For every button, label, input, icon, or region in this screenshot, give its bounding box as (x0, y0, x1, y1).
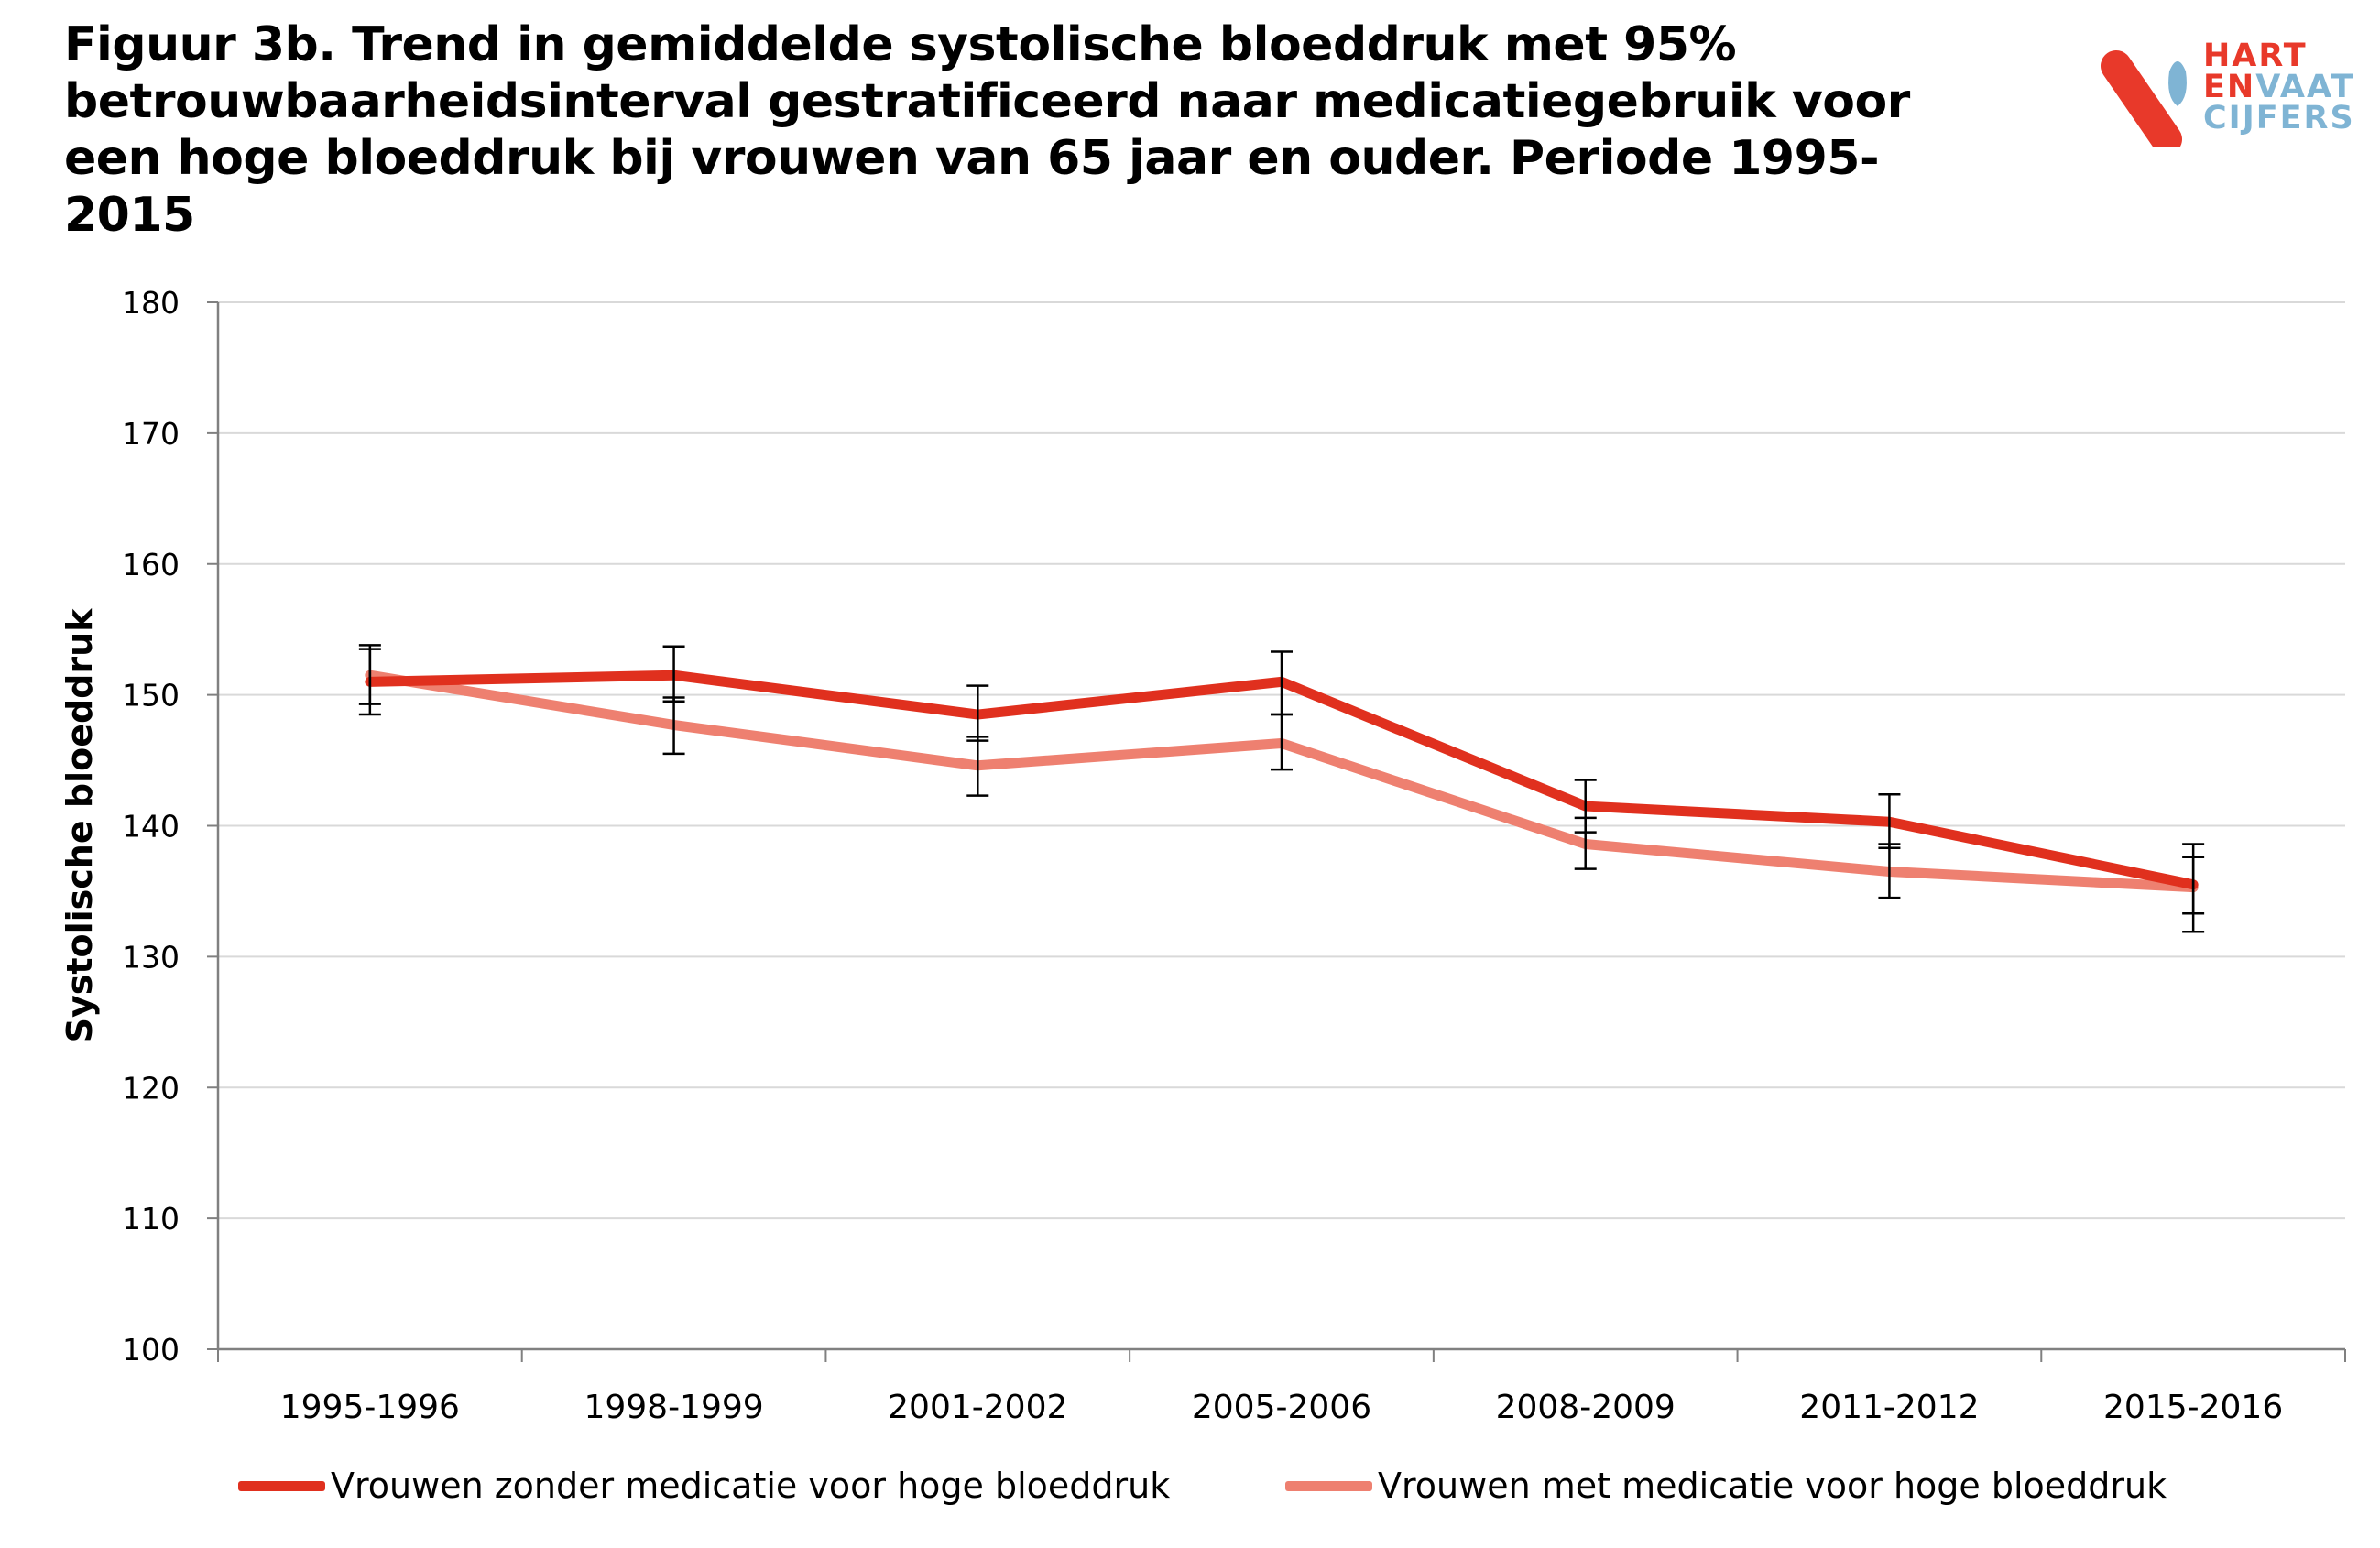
y-tick-label-180: 180 (122, 285, 180, 321)
logo-line-cijfers: CIJFERS (2203, 100, 2355, 136)
y-tick-label-140: 140 (122, 809, 180, 845)
data-point-s1-0 (368, 673, 372, 677)
data-point-s1-6 (2191, 886, 2195, 889)
x-tick-label-2001-2002: 2001-2002 (888, 1389, 1067, 1426)
x-tick-label-1995-1996: 1995-1996 (280, 1389, 460, 1426)
y-tick-label-150: 150 (122, 678, 180, 714)
legend-label-met-medicatie: Vrouwen met medicatie voor hoge bloeddru… (1378, 1466, 2167, 1506)
data-point-s0-3 (1280, 680, 1283, 683)
line-chart: 100 110 120 130 140 150 160 170 180 1995-1996 1998… (60, 285, 2346, 1426)
logo-line-envaat: ENVAAT (2203, 69, 2355, 105)
y-tick-label-120: 120 (122, 1070, 180, 1106)
logo-text: HART ENVAAT CIJFERS (2203, 38, 2355, 136)
data-point-s1-5 (1887, 870, 1891, 874)
legend-item-zonder-medicatie: Vrouwen zonder medicatie voor hoge bloed… (238, 1466, 1170, 1506)
legend-swatch-met-medicatie (1285, 1480, 1372, 1491)
x-tick-label-2011-2012: 2011-2012 (1799, 1389, 1979, 1426)
data-point-s1-1 (672, 723, 676, 726)
data-point-s1-2 (976, 764, 979, 768)
data-point-s1-3 (1280, 741, 1283, 745)
data-point-s0-1 (672, 673, 676, 677)
x-tick-label-2005-2006: 2005-2006 (1192, 1389, 1371, 1426)
y-tick-label-130: 130 (122, 939, 180, 975)
x-tick-label-2008-2009: 2008-2009 (1496, 1389, 1676, 1426)
data-point-s0-0 (368, 680, 372, 683)
legend-swatch-zonder-medicatie (238, 1480, 325, 1491)
legend: Vrouwen zonder medicatie voor hoge bloed… (0, 1466, 2380, 1521)
y-tick-label-110: 110 (122, 1201, 180, 1237)
data-point-s1-4 (1584, 843, 1588, 846)
chart-title: Figuur 3b. Trend in gemiddelde systolisc… (64, 17, 1910, 243)
y-tick-label-170: 170 (122, 416, 180, 452)
legend-label-zonder-medicatie: Vrouwen zonder medicatie voor hoge bloed… (331, 1466, 1171, 1506)
data-point-s0-5 (1887, 820, 1891, 823)
logo-line-hart: HART (2203, 38, 2308, 74)
legend-item-met-medicatie: Vrouwen met medicatie voor hoge bloeddru… (1285, 1466, 2167, 1506)
x-tick-label-2015-2016: 2015-2016 (2103, 1389, 2283, 1426)
data-point-s0-2 (976, 713, 979, 716)
data-point-s0-4 (1584, 804, 1588, 808)
y-tick-label-100: 100 (122, 1332, 180, 1368)
y-tick-label-160: 160 (122, 547, 180, 583)
hartenvaat-logo-icon (2101, 50, 2187, 147)
y-axis-title: Systolische bloeddruk (60, 608, 100, 1043)
x-tick-label-1998-1999: 1998-1999 (584, 1389, 763, 1426)
